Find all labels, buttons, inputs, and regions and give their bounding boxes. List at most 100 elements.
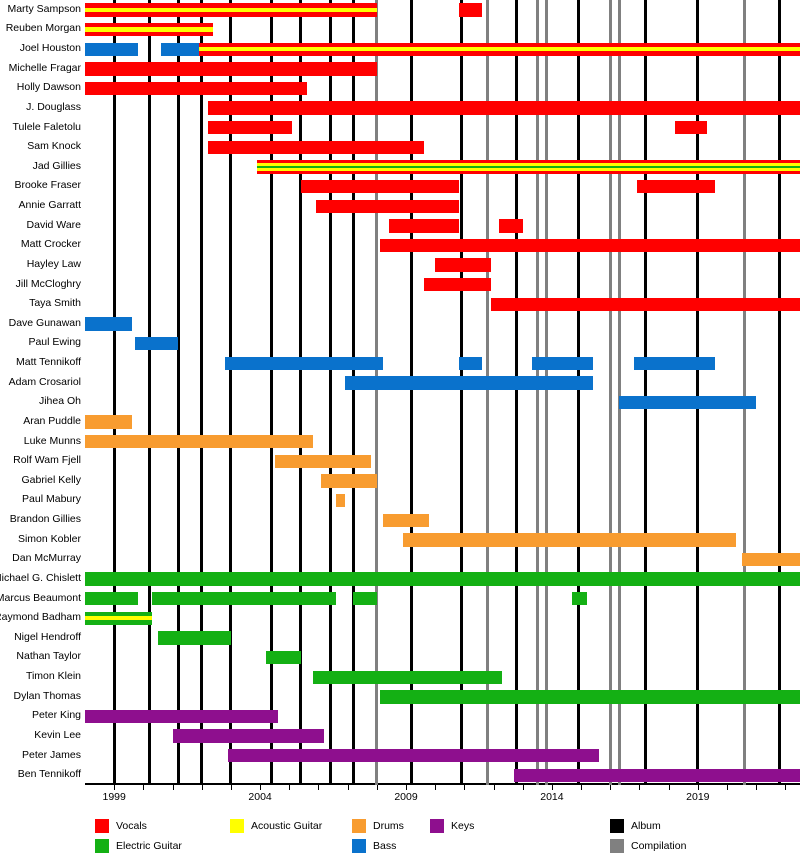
- bar-segment: [85, 592, 138, 606]
- row-label: Jad Gillies: [32, 159, 81, 172]
- timeline-bar: [741, 552, 800, 567]
- row-label: David Ware: [26, 218, 81, 231]
- bar-segment: [257, 165, 800, 169]
- compilation-marker-line: [608, 0, 612, 785]
- bar-segment: [458, 3, 482, 17]
- timeline-bar: [85, 415, 132, 429]
- x-axis-tick: [406, 785, 408, 790]
- bar-segment: [85, 27, 214, 32]
- bar-segment: [353, 592, 377, 606]
- bar-segment: [85, 81, 307, 96]
- album-marker-line: [229, 0, 233, 785]
- bar-segment: [134, 336, 179, 351]
- bar-segment: [228, 749, 599, 763]
- compilation-marker-line: [375, 0, 379, 785]
- x-axis-tick: [610, 785, 612, 790]
- x-axis-tick: [551, 785, 553, 790]
- row-label: Joel Houston: [19, 42, 81, 55]
- timeline-bar: [85, 22, 214, 37]
- row-label: Marty Sampson: [7, 2, 81, 15]
- timeline-bar: [265, 650, 301, 665]
- row-label: Sam Knock: [27, 140, 81, 153]
- row-label: Michelle Fragar: [8, 61, 81, 74]
- timeline-bar: [423, 278, 491, 292]
- bar-segment: [85, 7, 377, 13]
- legend-item: Compilation: [610, 838, 686, 854]
- x-axis-tick: [727, 785, 729, 790]
- timeline-bar: [321, 474, 377, 488]
- x-axis-tick: [376, 785, 378, 790]
- row-label: Paul Mabury: [22, 493, 81, 506]
- timeline-bar: [458, 3, 482, 17]
- album-marker-line: [696, 0, 700, 785]
- timeline-bar: [353, 592, 377, 606]
- timeline-bar: [379, 690, 800, 704]
- legend-item: Keys: [430, 818, 474, 834]
- timeline-bar: [274, 454, 371, 469]
- row-label: Dave Gunawan: [8, 316, 81, 329]
- bar-segment: [382, 513, 430, 527]
- timeline-bar: [85, 611, 153, 626]
- row-label: Tulele Faletolu: [12, 120, 81, 133]
- chart-legend: Vocals Acoustic Guitar Drums Keys Album Elect…: [0, 818, 800, 860]
- bar-segment: [741, 552, 800, 567]
- timeline-bar: [198, 42, 800, 56]
- timeline-bar: [85, 592, 138, 606]
- row-label: Reuben Morgan: [5, 22, 81, 35]
- legend-color-swatch: [230, 819, 244, 833]
- row-label: Brooke Fraser: [14, 179, 81, 192]
- x-axis-tick: [114, 785, 116, 790]
- timeline-bar: [85, 42, 138, 56]
- legend-label: Drums: [373, 820, 404, 832]
- bar-segment: [633, 356, 716, 370]
- legend-label: Bass: [373, 840, 397, 852]
- legend-label: Vocals: [116, 820, 147, 832]
- bar-segment: [172, 729, 325, 743]
- bar-segment: [379, 238, 800, 253]
- compilation-marker-line: [486, 0, 490, 785]
- row-label: Kevin Lee: [34, 728, 81, 741]
- bar-segment: [198, 42, 800, 48]
- bar-segment: [300, 179, 459, 194]
- legend-label: Album: [631, 820, 661, 832]
- bar-segment: [85, 11, 377, 17]
- timeline-bar: [85, 709, 278, 724]
- bar-segment: [257, 170, 800, 174]
- compilation-marker-line: [544, 0, 548, 785]
- bar-segment: [157, 631, 231, 645]
- bar-segment: [619, 395, 757, 410]
- row-label: Simon Kobler: [17, 532, 81, 545]
- row-label: Adam Crosariol: [8, 375, 81, 388]
- bar-segment: [458, 356, 482, 370]
- timeline-bar: [490, 297, 800, 312]
- legend-item: Acoustic Guitar: [230, 818, 322, 834]
- row-label: Annie Garratt: [18, 199, 81, 212]
- bar-segment: [225, 356, 383, 370]
- row-label: Aran Puddle: [23, 414, 81, 427]
- timeline-bar: [228, 749, 599, 763]
- row-label: Brandon Gillies: [9, 513, 81, 526]
- bar-segment: [85, 3, 377, 9]
- row-label: Taya Smith: [29, 297, 81, 310]
- timeline-bar: [207, 140, 424, 155]
- bar-segment: [85, 616, 153, 621]
- x-axis-tick: [172, 785, 174, 790]
- legend-item: Album: [610, 818, 661, 834]
- row-label: Rolf Wam Fjell: [13, 454, 81, 467]
- timeline-bar: [379, 238, 800, 253]
- album-marker-line: [328, 0, 332, 785]
- album-marker-line: [176, 0, 180, 785]
- legend-color-swatch: [610, 839, 624, 853]
- compilation-marker-line: [535, 0, 539, 785]
- x-axis-tick: [581, 785, 583, 790]
- bar-segment: [85, 620, 153, 626]
- timeline-bar: [257, 160, 800, 174]
- timeline-bar: [674, 121, 707, 135]
- bar-segment: [435, 258, 491, 272]
- x-axis-tick: [143, 785, 145, 790]
- legend-label: Acoustic Guitar: [251, 820, 323, 832]
- bar-segment: [198, 51, 800, 56]
- bar-segment: [388, 219, 459, 233]
- x-axis-tick: [464, 785, 466, 790]
- album-marker-line: [410, 0, 414, 785]
